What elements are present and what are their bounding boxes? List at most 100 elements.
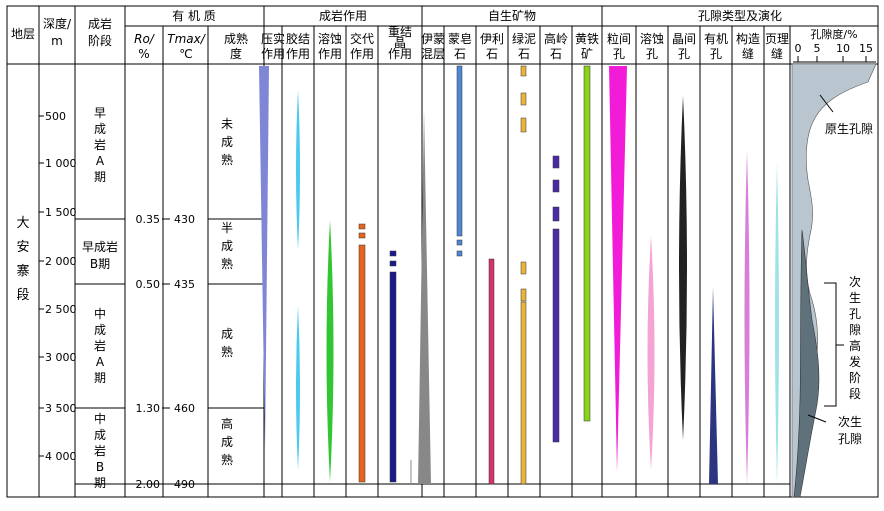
diagenesis-col-header: 重结 [388, 25, 412, 39]
pore-col-header: 孔 [710, 47, 722, 61]
porosity-tick-label: 10 [836, 42, 850, 55]
header-tmax-line1: Tmax/ [167, 32, 206, 46]
pore-col-header: 有机 [704, 32, 728, 46]
stage-label: A [96, 355, 105, 369]
depth-tick-label: 4 000 [45, 450, 77, 463]
chlorite-bar [520, 301, 527, 485]
header-maturity-line1: 成熟 [224, 31, 248, 46]
secondary-porosity-label: 孔隙 [838, 432, 862, 446]
maturity-label: 高 [221, 416, 233, 431]
dissolution-pore-lens [647, 236, 655, 470]
secondary-peak-label: 高 [849, 338, 861, 353]
tmax-tick-label: 490 [174, 478, 195, 491]
mineral-col-header: 伊蒙 [421, 32, 445, 46]
secondary-porosity-label: 次生 [838, 415, 862, 429]
pore-col-header: 孔 [678, 47, 690, 61]
maturity-label: 熟 [221, 256, 233, 271]
mineral-col-header: 伊利 [480, 32, 504, 46]
secondary-pore-leader [807, 414, 827, 423]
secondary-peak-label: 次 [849, 275, 861, 289]
header-maturity-line2: 度 [230, 46, 242, 61]
mineral-col-header: 高岭 [544, 31, 568, 46]
stage-label: B [96, 460, 104, 474]
diagenesis-col-header: 交代 [350, 31, 374, 46]
porosity-tick-label: 0 [795, 42, 802, 55]
stage-label: 成 [94, 428, 106, 442]
mineral-col-header: 蒙皂 [448, 32, 472, 46]
pore-col-header: 页理 [765, 32, 789, 46]
maturity-label: 熟 [221, 152, 233, 167]
recrystallization-dash [389, 250, 397, 257]
header-organic: 有 机 质 [172, 9, 216, 23]
header-depth-line2: m [51, 34, 63, 48]
recrystallization-dash [389, 260, 397, 267]
maturity-label: 成 [221, 435, 233, 449]
diagenesis-col-header: 溶蚀 [318, 31, 342, 46]
tmax-tick-label: 460 [174, 402, 195, 415]
header-authigenic: 自生矿物 [488, 9, 536, 23]
depth-tick-label: 500 [45, 110, 66, 123]
maturity-label: 成 [221, 327, 233, 341]
structural-fracture-lens [744, 150, 750, 484]
stage-label: 岩 [94, 443, 106, 458]
maturity-label: 熟 [221, 452, 233, 467]
depth-tick-label: 3 500 [45, 402, 77, 415]
tmax-tick-label: 430 [174, 213, 195, 226]
stage-label: 中 [94, 411, 106, 426]
stratum-name-char: 安 [16, 240, 29, 255]
kaolinite-dash [552, 155, 560, 169]
header-porosity: 孔隙度/% [810, 27, 857, 41]
stage-label: 岩 [94, 338, 106, 353]
pore-col-header: 孔 [613, 47, 625, 61]
header-stage-line2: 阶段 [88, 33, 112, 48]
stage-label: 期 [94, 170, 106, 184]
compaction-bar [259, 66, 269, 450]
diagenesis-col-header: 晶 [394, 36, 406, 50]
stage-label: 早 [94, 106, 106, 120]
replacement-bar [358, 244, 366, 483]
stage-label: 早成岩 [82, 239, 118, 254]
header-diagenesis: 成岩作用 [319, 8, 367, 23]
sub-column-headers: 压实作用胶结作用溶蚀作用交代作用重结晶作用伊蒙混层蒙皂石伊利石绿泥石高岭石黄铁矿… [261, 25, 876, 63]
secondary-peak-bracket [824, 282, 844, 407]
header-stage-line1: 成岩 [88, 16, 112, 31]
secondary-peak-label: 生 [849, 291, 861, 305]
pore-col-header: 缝 [742, 46, 754, 61]
ro-tick-label: 0.50 [136, 278, 161, 291]
cementation-lens [296, 305, 300, 470]
diagenesis-col-header: 作用 [261, 47, 285, 61]
depth-tick-label: 1 000 [45, 157, 77, 170]
recrystallization-bar [389, 271, 397, 483]
pore-col-header: 构造 [736, 31, 760, 46]
pore-col-header: 溶蚀 [640, 31, 664, 46]
diagenesis-col-header: 作用 [388, 47, 412, 61]
replacement-dash [358, 223, 366, 230]
secondary-peak-label: 隙 [849, 323, 861, 337]
ro-tick-label: 0.35 [136, 213, 161, 226]
chlorite-dash [520, 65, 527, 77]
pyrite-bar [583, 65, 591, 422]
smectite-bar [456, 65, 463, 237]
secondary-peak-label: 阶 [849, 371, 861, 385]
stage-label: 期 [94, 371, 106, 385]
secondary-peak-label: 孔 [849, 307, 861, 321]
stratum-name-char: 寨 [16, 263, 29, 279]
header-stratum: 地层 [11, 27, 35, 41]
mineral-col-header: 混层 [421, 47, 445, 61]
stage-label: 中 [94, 306, 106, 321]
diagenesis-col-header: 胶结 [286, 31, 310, 46]
secondary-porosity-area [793, 229, 820, 498]
porosity-tick-label: 5 [814, 42, 821, 55]
chlorite-dash [520, 261, 527, 275]
mineral-col-header: 矿 [581, 47, 593, 61]
stage-label: 期 [94, 476, 106, 490]
organic-pore-wedge [709, 287, 718, 484]
primary-pore-leader [819, 94, 834, 113]
maturity-label: 成 [221, 135, 233, 149]
replacement-dash [358, 232, 366, 239]
header-depth-line1: 深度/ [43, 16, 72, 31]
mineral-col-header: 石 [518, 47, 530, 61]
illite-bar [488, 258, 495, 485]
